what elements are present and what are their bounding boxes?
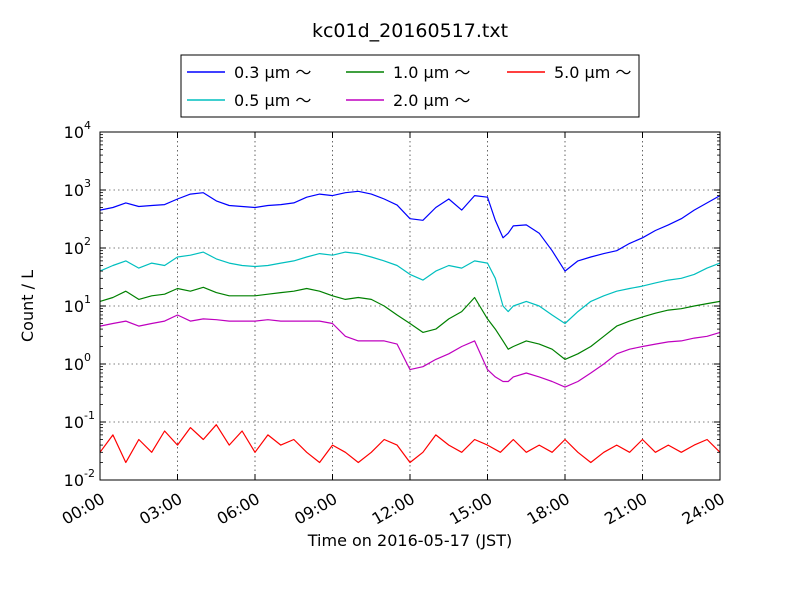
y-tick-exponent: -1 (84, 409, 95, 422)
y-tick-label: 10 (64, 297, 84, 316)
legend-label-2: 1.0 μm ～ (393, 63, 470, 82)
series-line-3 (99, 314, 721, 388)
legend-label-1: 0.5 μm ～ (234, 91, 311, 110)
series-line-1 (99, 251, 721, 325)
series-line-0 (99, 190, 721, 272)
y-tick-exponent: 3 (84, 177, 91, 190)
y-tick-exponent: 0 (84, 351, 91, 364)
y-axis-label: Count / L (18, 270, 37, 342)
legend-box (180, 54, 640, 118)
y-tick-label: 10 (64, 239, 84, 258)
y-tick-label: 10 (64, 471, 84, 490)
legend-label-3: 2.0 μm ～ (393, 91, 470, 110)
legend-label-0: 0.3 μm ～ (234, 63, 311, 82)
y-tick-label: 10 (64, 123, 84, 142)
legend: 0.3 μm ～ 0.5 μm ～ 1.0 μm ～ 2.0 μm ～ 5.0 μm ～ (180, 54, 640, 118)
series-line-2 (99, 286, 721, 360)
y-tick-label: 10 (64, 355, 84, 374)
y-tick-exponent: 1 (84, 293, 91, 306)
y-tick-exponent: 2 (84, 235, 91, 248)
x-axis-label: Time on 2016-05-17 (JST) (307, 531, 512, 550)
series-lines (99, 190, 721, 464)
legend-label-4: 5.0 μm ～ (554, 63, 631, 82)
series-line-4 (99, 424, 721, 464)
y-tick-exponent: 4 (84, 119, 91, 132)
y-tick-exponent: -2 (84, 467, 95, 480)
y-tick-label: 10 (64, 181, 84, 200)
chart-title: kc01d_20160517.txt (312, 20, 508, 42)
y-tick-label: 10 (64, 413, 84, 432)
